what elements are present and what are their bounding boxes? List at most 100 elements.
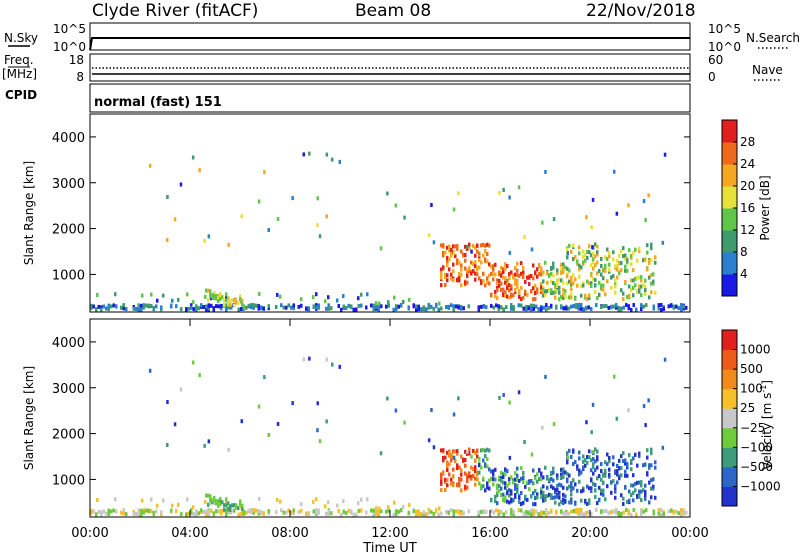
velocity-cell: [442, 458, 445, 463]
velocity-colorbar-label-main: Velocity [m s: [760, 393, 774, 470]
power-cell: [219, 291, 222, 296]
power-cell: [650, 258, 653, 263]
power-cell: [616, 258, 619, 263]
power-cell: [427, 233, 431, 238]
velocity-cell: [661, 445, 665, 450]
velocity-cell: [315, 497, 318, 502]
power-cell: [554, 290, 557, 295]
power-cell: [412, 304, 415, 309]
power-cell: [148, 163, 152, 168]
power-cell: [532, 286, 535, 291]
power-cell: [474, 253, 477, 258]
velocity-cell: [217, 509, 220, 514]
power-cell: [437, 307, 440, 312]
velocity-cell: [622, 510, 625, 515]
velocity-cell: [570, 484, 573, 489]
power-cell: [620, 268, 623, 273]
velocity-cell: [608, 467, 611, 472]
velocity-cell: [682, 509, 685, 514]
colorbar-segment: [722, 388, 737, 409]
power-cell: [506, 294, 509, 299]
velocity-cell: [497, 511, 500, 516]
nave-right-tick-top: 60: [708, 53, 723, 67]
power-cell: [615, 305, 618, 310]
velocity-cell: [600, 469, 603, 473]
velocity-cell: [370, 508, 373, 513]
velocity-cell: [205, 493, 208, 498]
velocity-cell: [542, 475, 545, 480]
velocity-cell: [492, 510, 495, 515]
power-cell: [546, 271, 549, 276]
power-cell: [422, 305, 425, 310]
power-cell: [166, 238, 169, 242]
power-cell: [596, 296, 599, 301]
power-cell: [644, 257, 647, 262]
velocity-cell: [568, 473, 571, 478]
velocity-cell: [285, 510, 288, 515]
velocity-cell: [480, 465, 483, 470]
velocity-cell: [462, 457, 465, 462]
velocity-cell: [560, 499, 563, 504]
power-cell: [191, 155, 195, 160]
velocity-cell: [562, 497, 565, 502]
velocity-cell: [592, 481, 595, 486]
freq-left-label-1: Freq.: [4, 53, 34, 67]
power-cell: [582, 249, 585, 254]
velocity-cell: [614, 483, 617, 488]
velocity-cell: [602, 509, 605, 514]
velocity-cell: [672, 509, 675, 514]
velocity-cell: [452, 412, 456, 417]
power-cell: [525, 305, 528, 309]
velocity-cell: [198, 373, 201, 378]
power-cell: [520, 286, 523, 290]
velocity-cell: [438, 506, 441, 511]
velocity-cell: [114, 497, 117, 502]
velocity-cell: [510, 499, 513, 504]
power-cell: [614, 264, 617, 269]
power-cell: [604, 263, 607, 268]
power-cell: [203, 238, 206, 243]
velocity-cell: [504, 481, 507, 486]
velocity-cell: [530, 452, 534, 457]
velocity-cell: [458, 477, 461, 481]
power-cell: [562, 287, 565, 292]
power-cell: [495, 303, 498, 308]
power-cell: [407, 306, 410, 311]
power-cell: [566, 281, 569, 286]
power-cell: [638, 284, 641, 289]
velocity-cell: [492, 482, 495, 487]
power-cell: [640, 284, 643, 289]
velocity-cell: [610, 480, 613, 485]
velocity-cell: [594, 488, 597, 493]
power-cell: [595, 303, 598, 307]
power-cell: [448, 267, 451, 272]
velocity-cell: [508, 488, 511, 493]
velocity-cell: [484, 454, 487, 458]
power-cell: [565, 306, 568, 311]
power-cell: [578, 265, 581, 270]
velocity-cell: [524, 494, 527, 499]
power-cell: [578, 267, 581, 272]
velocity-cell: [90, 510, 93, 515]
velocity-cell: [223, 503, 226, 508]
power-cell: [514, 288, 517, 292]
power-cell: [634, 276, 637, 281]
colorbar-segment: [722, 120, 737, 143]
power-cell: [534, 283, 537, 288]
power-cell: [648, 295, 651, 300]
velocity-cell: [225, 508, 228, 513]
velocity-cell: [446, 483, 449, 488]
power-cell: [430, 203, 433, 207]
velocity-cell: [300, 502, 303, 507]
power-cell: [526, 292, 529, 297]
power-cell: [150, 304, 153, 309]
velocity-cell: [502, 512, 505, 517]
velocity-cell: [556, 473, 559, 478]
power-cell: [618, 253, 621, 258]
power-cell: [610, 304, 613, 309]
power-cell: [663, 152, 667, 157]
power-cell: [245, 305, 248, 310]
power-cell: [340, 307, 343, 312]
velocity-cell: [604, 473, 607, 478]
